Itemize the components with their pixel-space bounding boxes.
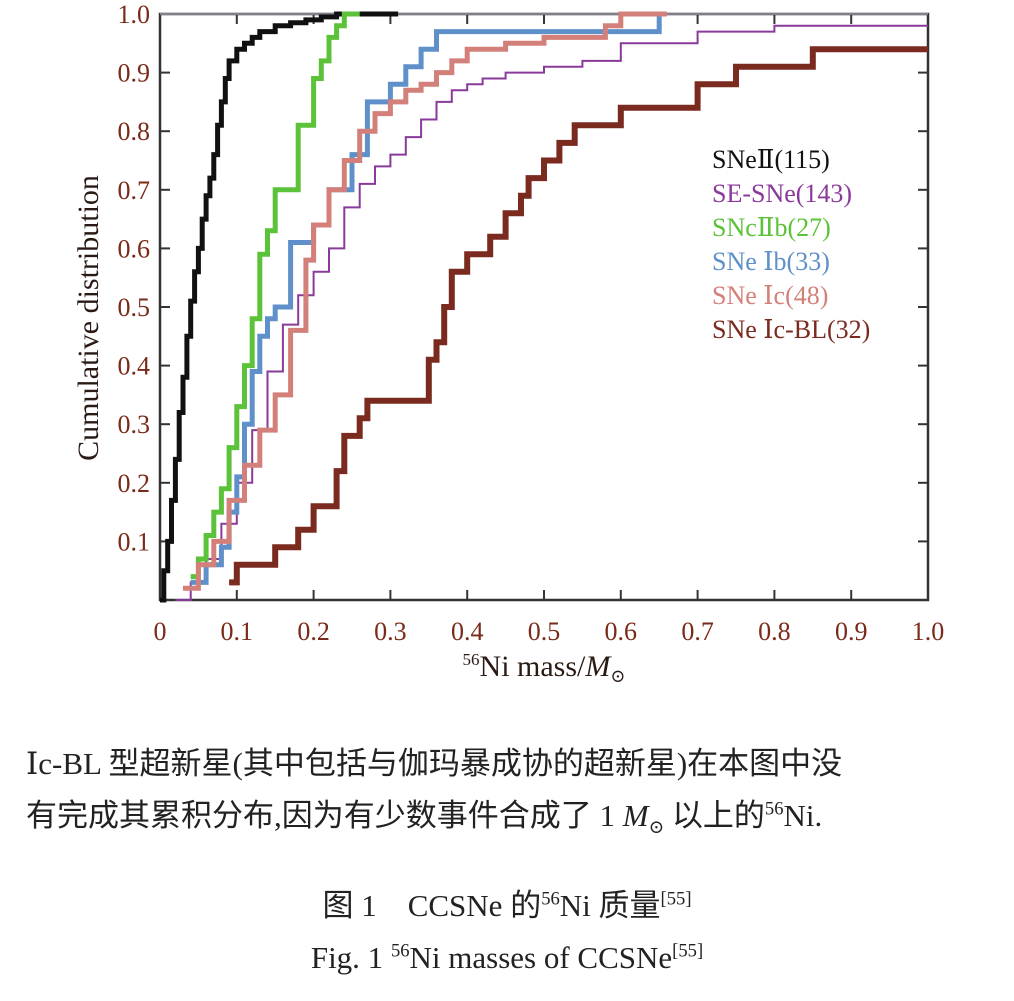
caption-zh-suffix: Ni 质量 <box>559 888 661 923</box>
x-tick-label: 0.5 <box>528 617 561 646</box>
axis-ticks: 0 0.1 0.2 0.3 0.4 0.5 0.6 0.7 0.8 0.9 1.0 0.1 0.2 0.3… <box>118 0 945 646</box>
x-tick-label: 0.6 <box>605 617 638 646</box>
series-line-5 <box>229 46 928 586</box>
y-axis-title: Cumulative distribution <box>72 175 105 461</box>
legend-entry-3: SNe Ⅰb(33) <box>712 247 830 276</box>
caption-zh-sup: 56 <box>541 888 560 910</box>
y-tick-label: 0.4 <box>118 352 151 381</box>
caption-zh-prefix: 图 1 CCSNe 的 <box>322 888 542 923</box>
x-tick-label: 0.1 <box>221 617 254 646</box>
legend: SNeⅡ(115) SE-SNe(143) SNcⅡb(27) SNe Ⅰb(33) S… <box>712 145 870 344</box>
x-tick-label: 0.9 <box>835 617 868 646</box>
y-tick-label: 0.1 <box>118 527 151 556</box>
caption-en-sup: 56 <box>390 940 410 962</box>
series-line-2 <box>190 11 360 580</box>
note-line2-mid: 以上的 <box>664 798 765 833</box>
y-tick-label: 0.8 <box>118 117 151 146</box>
x-tick-label: 0 <box>154 617 167 646</box>
caption-zh-ref: [55] <box>660 888 692 910</box>
x-tick-label: 0.3 <box>374 617 407 646</box>
x-axis-title-unit-sub: ⊙ <box>610 666 625 686</box>
x-axis-title-unit: M <box>584 650 612 683</box>
caption-chinese: 图 1 CCSNe 的56Ni 质量[55] <box>0 880 1014 925</box>
legend-entry-2: SNcⅡb(27) <box>712 213 831 242</box>
note-line2-sup: 56 <box>764 798 784 820</box>
caption-en-prefix: Fig. 1 <box>310 940 391 975</box>
legend-entry-4: SNe Ⅰc(48) <box>712 281 828 310</box>
series-line-1 <box>175 24 928 601</box>
y-tick-label: 0.6 <box>118 234 151 263</box>
note-line2-post: Ni. <box>783 798 823 833</box>
y-tick-label: 0.3 <box>118 410 151 439</box>
y-tick-label: 1.0 <box>118 0 151 29</box>
series-line-0 <box>160 11 399 603</box>
caption-en-suffix: Ni masses of CCSNe <box>409 940 673 975</box>
legend-entry-1: SE-SNe(143) <box>712 179 852 208</box>
caption-english: Fig. 1 56Ni masses of CCSNe[55] <box>0 940 1014 976</box>
y-tick-label: 0.5 <box>118 293 151 322</box>
series-line-4 <box>183 11 667 591</box>
x-tick-label: 1.0 <box>912 617 945 646</box>
x-tick-label: 0.4 <box>451 617 484 646</box>
x-tick-label: 0.2 <box>297 617 330 646</box>
y-tick-label: 0.7 <box>118 176 151 205</box>
series-layer <box>160 11 928 603</box>
figure-note-line-2: 有完成其累积分布,因为有少数事件合成了 1 M⊙ 以上的56Ni. <box>26 790 1001 854</box>
x-tick-label: 0.7 <box>681 617 714 646</box>
x-axis-title-main: Ni mass/ <box>480 650 587 683</box>
note-line2-unit: M <box>622 798 649 833</box>
x-axis-title-sup: 56 <box>463 650 480 669</box>
note-line2-unit-sub: ⊙ <box>648 817 665 839</box>
figure-note: Ⅰc-BL 型超新星(其中包括与伽玛暴成协的超新星)在本图中没 有完成其累积分布… <box>26 738 1001 854</box>
x-axis-title: 56Ni mass/M⊙ <box>463 650 626 686</box>
y-tick-label: 0.2 <box>118 469 151 498</box>
note-line2-pre: 有完成其累积分布,因为有少数事件合成了 1 <box>26 798 623 833</box>
figure-note-line-1: Ⅰc-BL 型超新星(其中包括与伽玛暴成协的超新星)在本图中没 <box>26 746 843 781</box>
cumulative-distribution-chart: 0 0.1 0.2 0.3 0.4 0.5 0.6 0.7 0.8 0.9 1.0 0.1 0.2 0.3… <box>72 0 945 686</box>
y-tick-label: 0.9 <box>118 59 151 88</box>
legend-entry-0: SNeⅡ(115) <box>712 145 830 174</box>
x-tick-label: 0.8 <box>758 617 791 646</box>
legend-entry-5: SNe Ⅰc-BL(32) <box>712 315 870 344</box>
caption-en-ref: [55] <box>672 940 704 962</box>
series-line-3 <box>190 14 662 585</box>
